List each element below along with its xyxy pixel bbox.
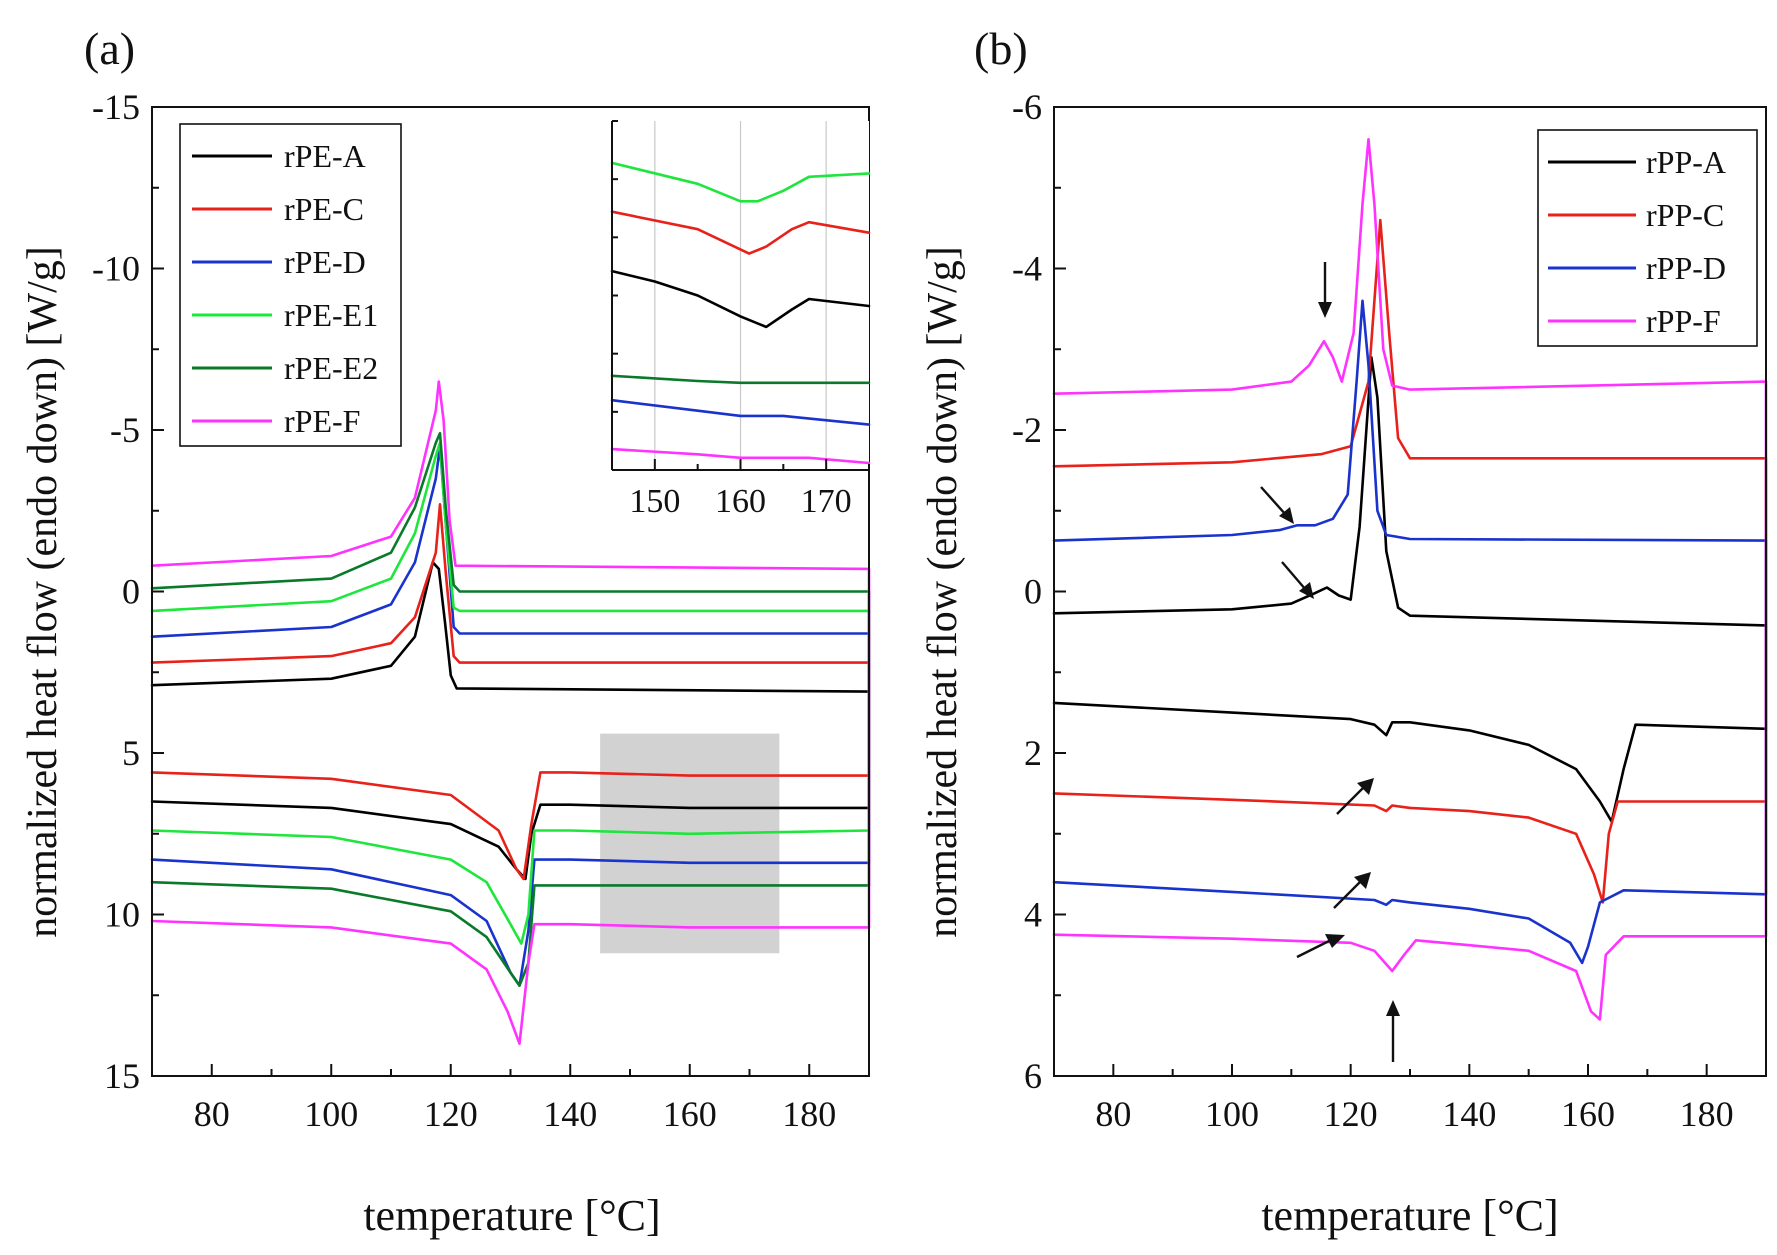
- legend-item: rPE-A: [192, 138, 366, 174]
- x-tick-label: 80: [194, 1094, 230, 1134]
- y-tick-label: 15: [104, 1056, 140, 1096]
- inset-x-tick-label: 170: [801, 483, 852, 520]
- inset-panel: 150 160 170: [610, 120, 871, 520]
- legend-label: rPE-F: [284, 403, 360, 439]
- legend-item: rPP-C: [1548, 197, 1724, 233]
- legend-label: rPP-A: [1646, 144, 1726, 180]
- series-line-rPP-A: [1052, 356, 1768, 823]
- inset-series-line-rPE-C: [610, 210, 871, 255]
- panel-b: (b) 80 100 120 140 160 180 -6 -4 -2 0 2 4 6 tempera…: [920, 23, 1768, 1240]
- x-tick-label: 120: [1324, 1094, 1378, 1134]
- y-tick-label: 10: [104, 895, 140, 935]
- legend-label: rPE-E2: [284, 350, 378, 386]
- legend-label: rPP-D: [1646, 250, 1726, 286]
- panel-a-legend: rPE-A rPE-C rPE-D rPE-E1 rPE-E2 rPE-F: [179, 123, 402, 447]
- x-tick-label: 180: [782, 1094, 836, 1134]
- y-tick-label: 0: [122, 572, 140, 612]
- legend-label: rPE-A: [284, 138, 366, 174]
- panel-a-y-axis: -15 -10 -5 0 5 10 15: [92, 87, 164, 1096]
- arrow-annotation: [1318, 262, 1332, 318]
- y-tick-label: -15: [92, 87, 140, 127]
- inset-region-highlight: [600, 733, 780, 954]
- panel-b-annotations: [1260, 262, 1400, 1062]
- legend-box: [179, 123, 402, 447]
- y-tick-label: 6: [1024, 1056, 1042, 1096]
- y-tick-label: 0: [1024, 572, 1042, 612]
- y-tick-label: -4: [1012, 249, 1042, 289]
- panel-b-label: (b): [974, 23, 1028, 74]
- panel-a-y-label: normalized heat flow (endo down) [W/g]: [20, 246, 66, 938]
- inset-x-tick-label: 150: [629, 483, 680, 520]
- legend-label: rPE-E1: [284, 297, 378, 333]
- arrow-annotation: [1260, 486, 1294, 524]
- y-tick-label: 4: [1024, 895, 1042, 935]
- y-tick-label: 5: [122, 733, 140, 773]
- legend-box: [1537, 129, 1758, 347]
- x-tick-label: 80: [1095, 1094, 1131, 1134]
- inset-plot-area: [610, 161, 871, 465]
- y-tick-label: -10: [92, 249, 140, 289]
- panel-b-legend: rPP-A rPP-C rPP-D rPP-F: [1537, 129, 1758, 347]
- inset-x-tick-label: 160: [715, 483, 766, 520]
- inset-series-line-rPE-E2: [610, 374, 871, 385]
- inset-series-line-rPE-E1: [610, 161, 871, 203]
- x-tick-label: 140: [543, 1094, 597, 1134]
- panel-b-y-axis: -6 -4 -2 0 2 4 6: [1012, 87, 1066, 1096]
- arrow-annotation: [1281, 561, 1314, 599]
- y-tick-label: -6: [1012, 87, 1042, 127]
- x-tick-label: 180: [1680, 1094, 1734, 1134]
- arrow-annotation: [1296, 934, 1345, 959]
- legend-item: rPE-F: [192, 403, 360, 439]
- x-tick-label: 100: [1205, 1094, 1259, 1134]
- legend-item: rPP-D: [1548, 250, 1726, 286]
- arrow-annotation: [1333, 872, 1371, 909]
- legend-label: rPE-C: [284, 191, 364, 227]
- legend-item: rPE-C: [192, 191, 364, 227]
- panel-a: (a) 80 100 120 140 160 180 -15 -10 -5 0 5 10 15 tem…: [20, 23, 871, 1240]
- x-tick-label: 160: [663, 1094, 717, 1134]
- x-tick-label: 100: [304, 1094, 358, 1134]
- legend-item: rPE-D: [192, 244, 366, 280]
- legend-item: rPE-E2: [192, 350, 378, 386]
- x-tick-label: 160: [1561, 1094, 1615, 1134]
- panel-a-x-label: temperature [°C]: [363, 1191, 660, 1240]
- x-tick-label: 120: [424, 1094, 478, 1134]
- y-tick-label: -5: [110, 410, 140, 450]
- legend-label: rPE-D: [284, 244, 366, 280]
- legend-label: rPP-C: [1646, 197, 1724, 233]
- y-tick-label: 2: [1024, 733, 1042, 773]
- arrow-annotation: [1386, 1000, 1400, 1062]
- inset-grid: [654, 121, 827, 470]
- legend-item: rPE-E1: [192, 297, 378, 333]
- panel-a-label: (a): [84, 23, 135, 74]
- x-tick-label: 140: [1442, 1094, 1496, 1134]
- legend-label: rPP-F: [1646, 303, 1721, 339]
- panel-a-x-axis: 80 100 120 140 160 180: [151, 1064, 870, 1134]
- y-tick-label: -2: [1012, 410, 1042, 450]
- panel-b-y-label: normalized heat flow (endo down) [W/g]: [920, 246, 966, 938]
- arrow-annotation: [1336, 778, 1374, 815]
- inset-series-line-rPE-A: [610, 269, 871, 329]
- inset-series-line-rPE-F: [610, 447, 871, 465]
- panel-b-x-label: temperature [°C]: [1261, 1191, 1558, 1240]
- inset-x-axis: 150 160 170: [611, 120, 870, 520]
- legend-item: rPP-F: [1548, 303, 1721, 339]
- legend-item: rPP-A: [1548, 144, 1726, 180]
- series-line-rPP-D: [1052, 299, 1768, 965]
- inset-series-line-rPE-D: [610, 398, 871, 426]
- panel-b-x-axis: 80 100 120 140 160 180: [1053, 1064, 1767, 1134]
